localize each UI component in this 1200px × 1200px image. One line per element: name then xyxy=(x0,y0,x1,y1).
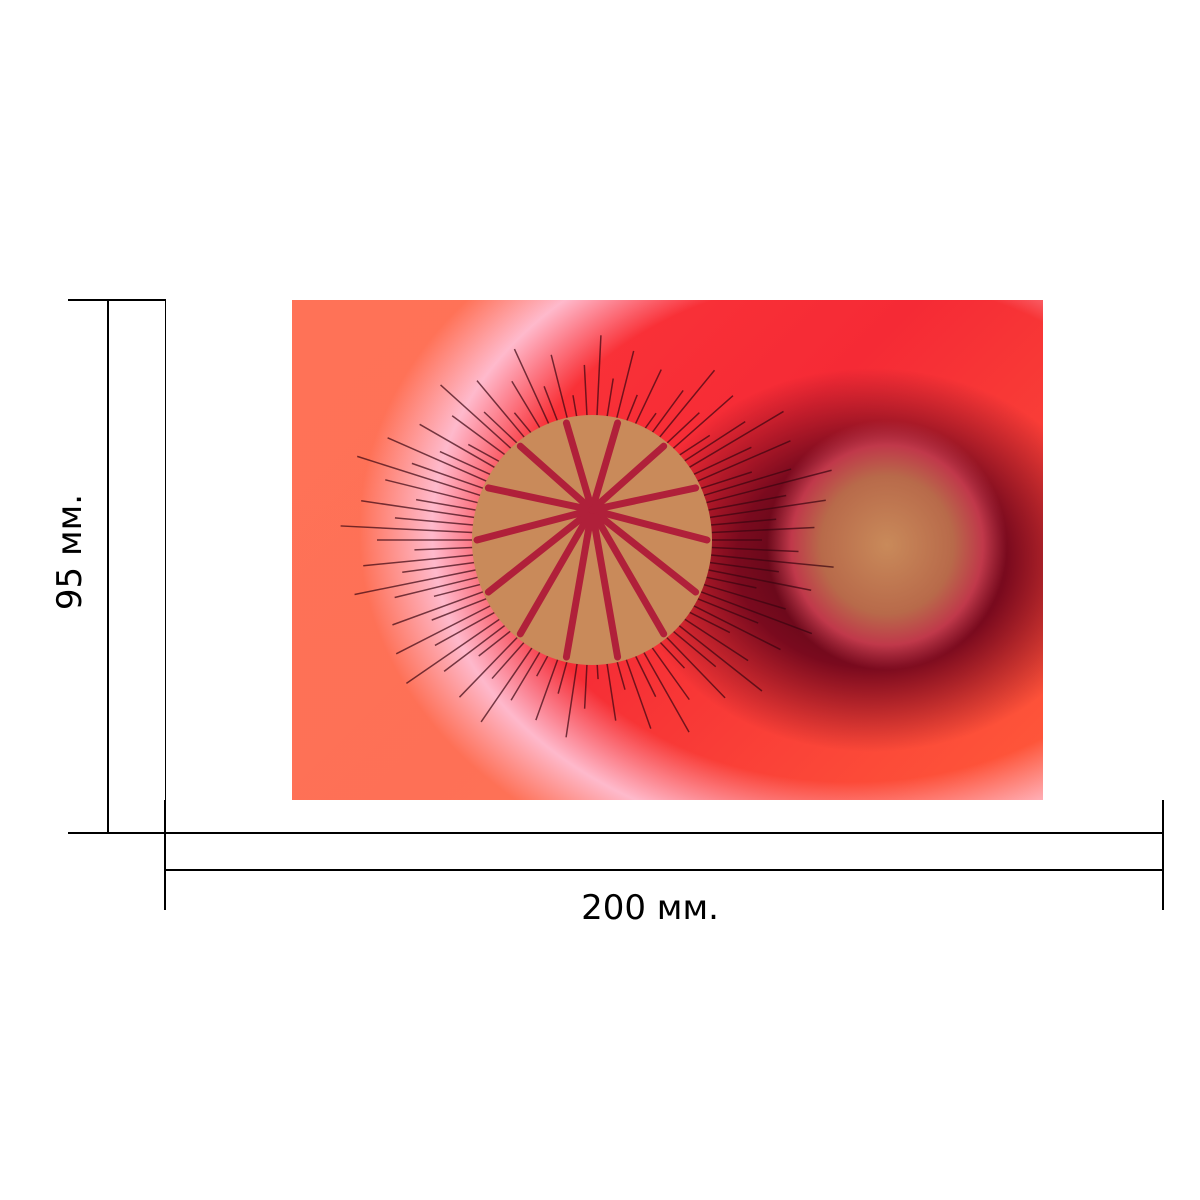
stamen xyxy=(665,624,717,668)
pod-rib xyxy=(562,419,596,514)
stamen xyxy=(458,629,526,698)
stamen xyxy=(711,526,815,534)
pod-rib xyxy=(516,442,596,514)
stamen xyxy=(387,437,491,484)
stamen xyxy=(677,614,749,662)
stamen xyxy=(697,590,813,635)
height-label: 95 мм. xyxy=(50,493,90,611)
stamen xyxy=(688,602,781,651)
height-dimension-bottom-tick xyxy=(68,832,166,834)
stamen xyxy=(707,494,787,511)
stamen xyxy=(361,500,475,519)
pod-rib xyxy=(588,484,700,514)
stamen xyxy=(697,471,753,491)
stamen xyxy=(701,468,792,497)
stamen xyxy=(710,518,777,526)
stamen xyxy=(439,450,496,478)
height-dimension-top-tick xyxy=(68,299,166,301)
stamen xyxy=(693,440,791,484)
height-dimension-line xyxy=(107,300,109,833)
stamen xyxy=(707,569,812,592)
pod-rib xyxy=(588,506,711,544)
pod-rib xyxy=(484,506,596,596)
width-dimension-left-tick xyxy=(164,800,166,910)
stamen xyxy=(433,583,483,598)
pod-rib xyxy=(588,419,622,514)
stamen xyxy=(711,546,799,553)
stamen xyxy=(710,554,834,568)
stamen xyxy=(709,561,779,573)
stamen xyxy=(683,608,731,634)
stamen xyxy=(636,639,690,733)
stamen xyxy=(392,589,487,626)
width-extension-line xyxy=(166,832,1163,834)
pod-rib xyxy=(562,506,596,661)
stamen xyxy=(701,583,786,610)
seed-pod xyxy=(472,415,712,665)
stamen xyxy=(665,395,734,456)
stamen xyxy=(402,561,475,574)
stamen xyxy=(480,636,541,723)
stamen xyxy=(431,596,491,621)
stamen xyxy=(704,576,757,589)
stamen xyxy=(443,619,513,672)
stamen xyxy=(414,546,473,551)
stamen xyxy=(658,629,726,699)
stamen xyxy=(476,380,533,447)
stamen xyxy=(356,455,483,497)
stamen xyxy=(394,576,480,599)
width-dimension-right-tick xyxy=(1162,800,1164,910)
stamen xyxy=(354,569,477,596)
pod-rib xyxy=(516,506,596,638)
stamen xyxy=(683,410,784,472)
stamen xyxy=(394,517,474,526)
width-label: 200 мм. xyxy=(581,888,719,928)
stamen xyxy=(688,446,752,478)
height-extension-line xyxy=(165,300,166,833)
poppy-details xyxy=(340,335,834,738)
width-dimension-line xyxy=(166,869,1163,871)
pod-rib xyxy=(588,506,668,638)
stamen xyxy=(451,415,513,461)
stamen xyxy=(419,423,501,472)
stamen xyxy=(434,608,501,647)
pod-rib xyxy=(484,484,596,514)
stamen xyxy=(385,479,480,504)
stamen xyxy=(340,525,473,534)
pod-rib xyxy=(473,506,596,544)
stamen xyxy=(651,369,716,447)
stamen xyxy=(677,421,746,466)
stamen xyxy=(671,619,763,692)
pod-rib xyxy=(588,442,668,514)
pod-rib xyxy=(588,506,622,661)
stamen xyxy=(395,602,496,655)
stamen xyxy=(415,498,477,511)
stamen xyxy=(704,469,832,504)
stamen xyxy=(440,384,519,456)
stamen xyxy=(693,596,759,624)
stamen xyxy=(363,554,474,567)
pod-rib xyxy=(588,506,700,596)
stamen xyxy=(513,348,556,438)
product-photo-poppy xyxy=(292,300,1043,800)
stamen xyxy=(405,614,507,684)
stamen xyxy=(709,499,826,519)
stamen xyxy=(411,462,487,491)
